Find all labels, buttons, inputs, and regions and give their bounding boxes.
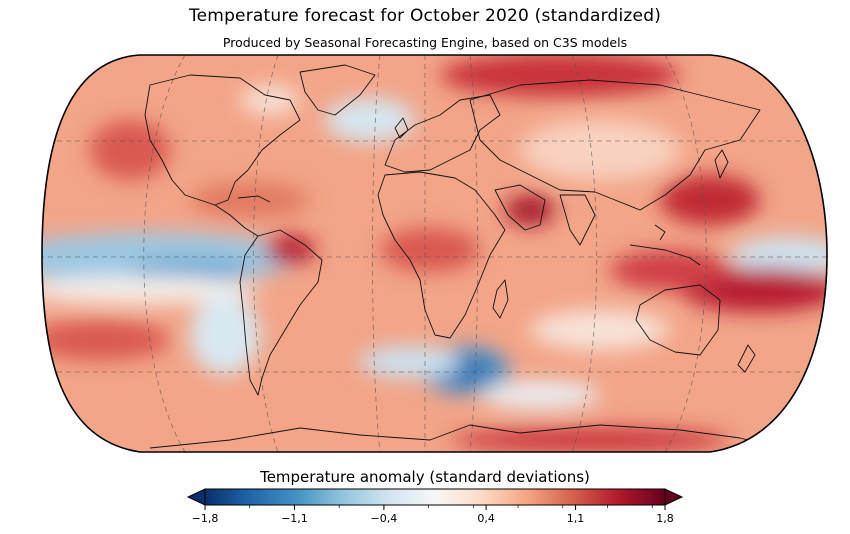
colorbar-tick-label-0: −1,8 bbox=[192, 512, 219, 525]
colorbar-extend-high bbox=[664, 488, 684, 506]
map-frame bbox=[41, 54, 828, 453]
map-title: Temperature forecast for October 2020 (s… bbox=[188, 6, 662, 26]
colorbar-bar bbox=[204, 488, 666, 506]
colorbar-tick-label-3: 0,4 bbox=[477, 512, 495, 525]
colorbar-tick-label-2: −0,4 bbox=[371, 512, 398, 525]
coastlines bbox=[144, 64, 781, 449]
colorbar-tick-label-1: −1,1 bbox=[281, 512, 308, 525]
colorbar-extend-low bbox=[186, 488, 206, 506]
colorbar-label: Temperature anomaly (standard deviations… bbox=[260, 468, 590, 486]
colorbar-ticks: −1,8 −1,1 −0,4 0,4 1,1 1,8 bbox=[192, 505, 674, 525]
colorbar-tick-label-5: 1,8 bbox=[656, 512, 674, 525]
colorbar-tick-label-4: 1,1 bbox=[567, 512, 585, 525]
map-subtitle: Produced by Seasonal Forecasting Engine,… bbox=[222, 35, 628, 50]
graticule bbox=[42, 55, 827, 452]
